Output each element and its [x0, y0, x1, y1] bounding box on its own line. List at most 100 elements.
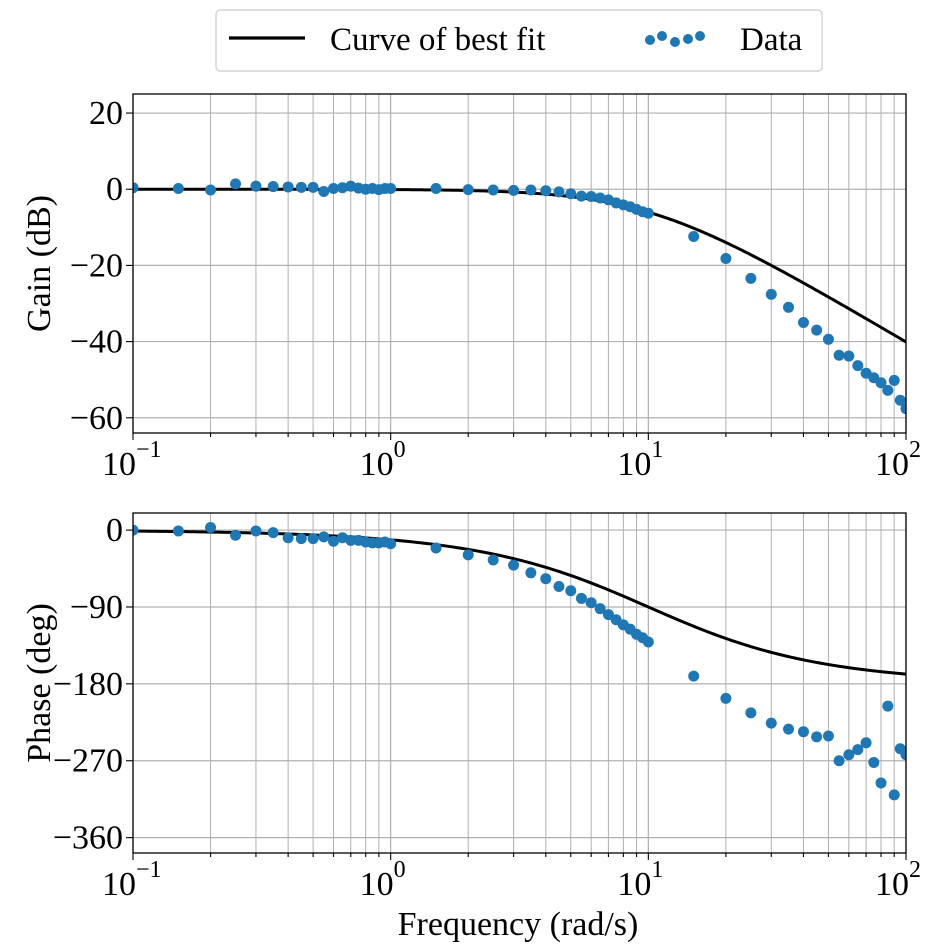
gain-data-point: [843, 350, 855, 362]
gain-data-point: [307, 181, 319, 193]
phase-data-point: [745, 707, 757, 719]
phase-data-point: [602, 609, 614, 621]
svg-text:1: 1: [651, 437, 663, 463]
gain-data-point: [797, 317, 809, 329]
legend-data-label: Data: [740, 22, 803, 58]
phase-data-point: [462, 549, 474, 561]
phase-axes-frame: [132, 512, 907, 854]
phase-data-point: [765, 717, 777, 729]
gain-data-point: [720, 253, 732, 265]
svg-text:−1: −1: [136, 857, 162, 883]
phase-data-point: [133, 524, 139, 536]
gain-data-point: [565, 188, 577, 200]
gain-y-axis-label: Gain (dB): [21, 195, 58, 332]
svg-text:10: 10: [102, 866, 136, 903]
phase-y-tick-label: −360: [53, 820, 123, 857]
phase-data-point: [868, 756, 880, 768]
phase-data-point: [430, 542, 442, 554]
phase-y-ticks: 0 −90 −180 −270 −360: [53, 512, 133, 857]
phase-x-tick-label: 10 2: [875, 857, 921, 903]
gain-data-point: [833, 349, 845, 361]
phase-data-point: [843, 749, 855, 761]
gain-data-point: [852, 360, 864, 372]
phase-data-point: [307, 533, 319, 545]
phase-data-point: [295, 533, 307, 545]
phase-data-point: [797, 726, 809, 738]
gain-data-point: [540, 185, 552, 197]
legend-fit-label: Curve of best fit: [330, 22, 545, 58]
phase-data-point: [852, 744, 864, 756]
gain-y-tick-label: −40: [70, 324, 123, 361]
gain-y-ticks: 20 0 −20 −40 −60: [70, 95, 133, 437]
svg-text:0: 0: [394, 437, 406, 463]
gain-data-point: [336, 182, 348, 194]
phase-data-point: [205, 522, 217, 534]
svg-text:2: 2: [909, 437, 921, 463]
svg-text:10: 10: [617, 446, 651, 483]
gain-data-point: [267, 181, 279, 193]
gain-data-point: [765, 288, 777, 300]
gain-data-point: [295, 181, 307, 193]
phase-data-point: [282, 532, 294, 544]
gain-data-point: [882, 384, 894, 396]
svg-text:10: 10: [875, 446, 909, 483]
phase-data-point: [822, 730, 834, 742]
svg-text:10: 10: [360, 866, 394, 903]
svg-text:10: 10: [360, 446, 394, 483]
svg-text:2: 2: [909, 857, 921, 883]
phase-data-point: [318, 531, 330, 543]
phase-data-point: [565, 585, 577, 597]
phase-data-point: [594, 603, 606, 615]
gain-y-tick-label: 0: [106, 171, 123, 208]
phase-data-point: [642, 636, 654, 648]
phase-data-point: [336, 532, 348, 544]
phase-y-tick-label: 0: [106, 512, 123, 549]
phase-data-point: [345, 534, 357, 546]
phase-data-point: [833, 755, 845, 767]
phase-data-point: [250, 525, 262, 537]
phase-data-point: [553, 580, 565, 592]
gain-data-point: [575, 190, 587, 202]
gain-y-tick-label: −60: [70, 400, 123, 437]
gain-data-point: [642, 207, 654, 219]
phase-data-point: [875, 777, 887, 789]
gain-data-point: [783, 301, 795, 313]
gain-x-tick-label: 10 0: [360, 437, 406, 483]
phase-data-point: [811, 731, 823, 743]
gain-data-point: [328, 182, 340, 194]
gain-data-point: [594, 192, 606, 204]
phase-data-point: [508, 559, 520, 571]
gain-data-point: [900, 403, 906, 415]
phase-y-tick-label: −90: [70, 589, 123, 626]
phase-x-tick-label: 10 −1: [102, 857, 162, 903]
phase-data-point: [860, 737, 872, 749]
gain-x-ticks: 10 −1 10 0 10 1 10 2: [102, 433, 921, 483]
gain-data-point: [250, 180, 262, 192]
gain-data-point: [811, 324, 823, 336]
phase-data-point: [882, 700, 894, 712]
svg-text:10: 10: [617, 866, 651, 903]
gain-y-tick-label: 20: [89, 95, 123, 132]
legend: Curve of best fit Data: [215, 9, 823, 72]
gain-grid: [132, 94, 907, 433]
phase-data-point: [487, 554, 499, 566]
gain-data-point: [888, 374, 900, 386]
phase-data-point: [525, 567, 537, 579]
x-axis-label: Frequency (rad/s): [398, 906, 639, 943]
legend-data-swatch: [645, 31, 705, 47]
phase-data-point: [540, 573, 552, 585]
phase-fit-curve: [133, 529, 906, 676]
gain-data-point: [318, 186, 330, 198]
phase-data-point: [575, 592, 587, 604]
legend-frame: [215, 9, 823, 72]
gain-axes-frame: [132, 93, 907, 434]
gain-data-point: [894, 394, 906, 406]
gain-data-point: [172, 182, 184, 194]
phase-plot: 0−90−180−270−360 10 −1 10 0 10 1 10 2 Phase (de…: [21, 512, 921, 903]
phase-data-point: [783, 723, 795, 735]
gain-fit-curve: [133, 187, 906, 344]
svg-text:10: 10: [102, 446, 136, 483]
gain-plot: 200−20−40−60 10 −1 10 0 10 1 10 2 Gain (dB): [21, 93, 921, 483]
svg-text:10: 10: [875, 866, 909, 903]
